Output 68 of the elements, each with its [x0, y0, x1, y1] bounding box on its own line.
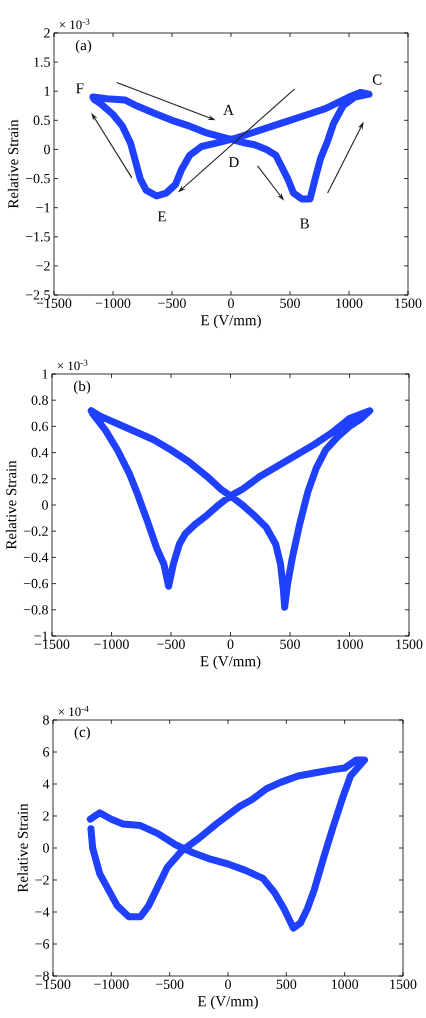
y-axis-title: Relative Strain	[17, 803, 28, 893]
x-tick-label: −1500	[36, 298, 72, 308]
x-tick-label: 1500	[390, 979, 417, 989]
y-tick-label: 0	[42, 500, 48, 510]
chart-title: (b)	[74, 380, 91, 395]
x-tick-label: 0	[225, 979, 231, 989]
x-axis-title: E (V/mm)	[200, 655, 261, 670]
y-tick-label: −0.5	[25, 173, 50, 184]
x-tick-label: −500	[155, 979, 184, 989]
y-tick-label: −1.5	[25, 232, 50, 242]
x-axis-title: E (V/mm)	[200, 314, 261, 329]
y-tick-label: −0.4	[23, 552, 49, 563]
x-tick-label: −1000	[94, 979, 129, 989]
x-tick-label: 1000	[336, 298, 363, 308]
y-tick-label: 0.6	[31, 421, 49, 432]
annotation: D	[228, 157, 239, 168]
x-tick-label: 1500	[395, 298, 422, 308]
x-tick-label: 500	[280, 298, 300, 308]
x-axis-title: E (V/mm)	[197, 995, 258, 1010]
annotation: E	[157, 211, 166, 222]
text: × 10$^{-4}$	[58, 705, 89, 717]
y-axis-title: Relative Strain	[5, 460, 17, 550]
text: × 10$^{-3}$	[57, 359, 88, 371]
x-tick-label: −1000	[94, 639, 129, 649]
chart-title: (a)	[75, 39, 92, 54]
y-tick-label: 0.4	[31, 447, 49, 458]
y-tick-label: 0.2	[31, 474, 48, 484]
annotation: A	[223, 104, 234, 115]
y-tick-label: −4	[35, 907, 50, 917]
x-tick-label: 500	[276, 979, 297, 989]
y-tick-label: −0.8	[23, 605, 48, 615]
x-tick-label: 1000	[336, 639, 363, 649]
y-tick-label: 2	[43, 811, 49, 821]
y-tick-label: −1	[36, 203, 50, 213]
y-tick-label: 0	[43, 843, 49, 853]
y-tick-label: −6	[35, 939, 50, 949]
annotation: C	[372, 74, 382, 85]
y-axis-title: Relative Strain	[7, 119, 19, 209]
x-tick-label: −1500	[35, 979, 71, 989]
y-tick-label: −2	[35, 875, 49, 885]
x-tick-label: 1500	[396, 639, 423, 649]
y-tick-label: 1	[44, 86, 50, 96]
y-tick-label: 6	[43, 747, 50, 757]
x-tick-label: 500	[280, 639, 300, 649]
y-tick-label: 8	[43, 715, 49, 725]
annotation: B	[300, 218, 309, 229]
y-tick-label: −8	[35, 971, 49, 981]
y-tick-label: 1	[42, 369, 48, 379]
x-tick-label: −1000	[95, 298, 131, 308]
x-tick-label: 1000	[331, 979, 359, 989]
y-tick-label: −0.2	[23, 526, 48, 536]
x-tick-label: 0	[228, 298, 234, 308]
y-tick-label: −2.5	[25, 290, 50, 300]
y-tick-label: −0.6	[23, 578, 49, 589]
x-tick-label: −1500	[34, 639, 70, 649]
y-tick-label: 1.5	[34, 57, 50, 67]
y-tick-label: 0.5	[33, 115, 50, 126]
y-tick-label: 4	[42, 779, 50, 789]
chart-title: (c)	[74, 726, 90, 741]
y-tick-label: 0.8	[31, 395, 48, 405]
annotation: F	[76, 83, 84, 94]
y-tick-label: −2	[36, 261, 50, 271]
text: × 10$^{-3}$	[59, 18, 90, 30]
x-tick-label: −500	[157, 639, 185, 649]
y-tick-label: 0	[44, 144, 50, 155]
y-tick-label: 2	[44, 28, 50, 38]
x-tick-label: 0	[227, 639, 234, 649]
x-tick-label: −500	[158, 298, 186, 308]
